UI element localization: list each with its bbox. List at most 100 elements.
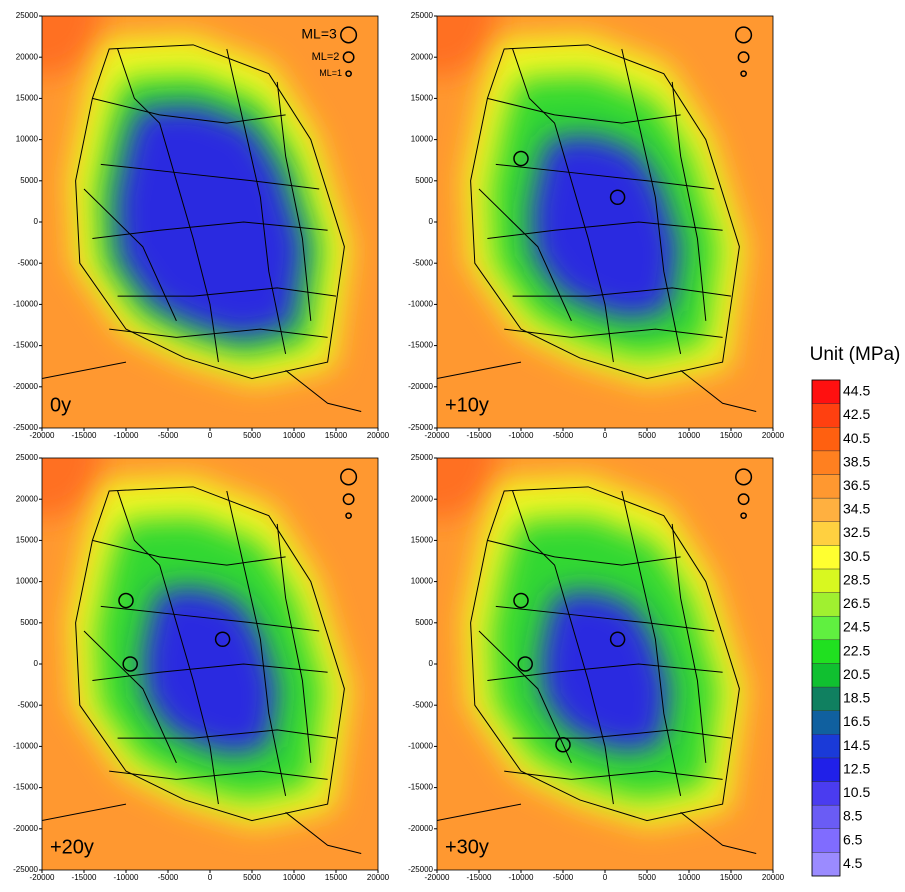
y-tick-label: -5000: [18, 700, 39, 709]
y-tick-label: 5000: [415, 176, 433, 185]
field-blue: [531, 135, 679, 320]
x-tick-label: -20000: [425, 873, 450, 882]
fault: [512, 729, 732, 739]
y-tick-label: -5000: [413, 700, 434, 709]
field: [42, 16, 378, 428]
y-tick-label: 5000: [20, 176, 38, 185]
x-tick-label: 5000: [243, 873, 261, 882]
x-tick-label: 0: [208, 873, 213, 882]
colorbar-tick-label: 24.5: [843, 619, 870, 635]
colorbar-band: [811, 781, 841, 806]
y-tick-label: 0: [429, 217, 434, 226]
colorbar-tick-label: 30.5: [843, 548, 870, 564]
fault: [487, 663, 723, 681]
fault: [42, 361, 127, 380]
block-outline: [470, 44, 740, 380]
y-tick-label: -25000: [408, 865, 433, 874]
fault: [117, 729, 337, 739]
colorbar-band: [811, 828, 841, 853]
colorbar-band: [811, 568, 841, 593]
y-tick-label: -25000: [13, 865, 38, 874]
fault: [437, 361, 522, 380]
y-tick-label: -20000: [13, 824, 38, 833]
fault: [226, 48, 287, 354]
colorbar-band: [811, 474, 841, 499]
y-tick-label: -20000: [408, 382, 433, 391]
colorbar-tick-label: 36.5: [843, 477, 870, 493]
fault: [285, 369, 362, 413]
colorbar-band: [811, 639, 841, 664]
colorbar-frame: [811, 379, 841, 877]
x-tick-label: 10000: [283, 431, 306, 440]
field-corner: [42, 16, 102, 76]
block-outline: [470, 486, 740, 822]
colorbar-tick-label: 12.5: [843, 760, 870, 776]
colorbar-title: Unit (MPa): [810, 344, 901, 365]
colorbar-band: [811, 615, 841, 641]
x-tick-label: 20000: [367, 431, 390, 440]
fault: [621, 48, 682, 354]
y-tick-label: 25000: [411, 453, 434, 462]
x-tick-label: 5000: [638, 431, 656, 440]
y-tick-label: -15000: [408, 341, 433, 350]
panel: -20000 -15000 -10000 -5000 0 5000 10000 15000 20…: [408, 453, 785, 882]
y-tick-label: 10000: [411, 135, 434, 144]
legend-circle: [735, 26, 753, 44]
x-tick-label: -15000: [467, 431, 492, 440]
fault: [512, 287, 732, 297]
x-tick-label: 15000: [720, 431, 743, 440]
x-tick-label: -10000: [114, 431, 139, 440]
fault: [671, 81, 707, 321]
block-outline: [75, 44, 345, 380]
x-tick-label: -15000: [72, 873, 97, 882]
x-tick-label: -20000: [30, 873, 55, 882]
colorbar-band: [811, 710, 841, 735]
field: [437, 16, 773, 428]
y-tick-label: -5000: [413, 258, 434, 267]
x-tick-label: 20000: [762, 873, 785, 882]
colorbar-tick-label: 16.5: [843, 713, 870, 729]
colorbar-tick-label: 22.5: [843, 642, 870, 658]
y-tick-label: 25000: [16, 11, 39, 20]
fault: [621, 490, 682, 796]
event: [517, 656, 533, 672]
x-tick-label: 0: [603, 873, 608, 882]
x-tick-label: 20000: [762, 431, 785, 440]
y-tick-label: -20000: [408, 824, 433, 833]
colorbar-band: [811, 450, 841, 475]
colorbar-tick-label: 4.5: [843, 855, 863, 871]
colorbar-band: [811, 734, 841, 759]
event: [122, 656, 138, 672]
x-tick-label: 5000: [638, 873, 656, 882]
field-corner: [42, 458, 102, 518]
field-corner: [437, 458, 497, 518]
x-tick-label: -20000: [425, 431, 450, 440]
fault: [437, 803, 522, 822]
block-outline: [75, 486, 345, 822]
y-tick-label: -15000: [13, 341, 38, 350]
fault: [109, 770, 328, 780]
y-tick-label: -10000: [13, 300, 38, 309]
fault: [92, 663, 328, 681]
y-tick-label: 10000: [16, 135, 39, 144]
x-tick-label: 15000: [325, 873, 348, 882]
colorbar-band: [811, 852, 841, 877]
x-tick-label: -5000: [553, 873, 574, 882]
fault: [42, 803, 127, 822]
fault: [487, 539, 681, 566]
colorbar-tick-label: 32.5: [843, 524, 870, 540]
colorbar-tick-label: 28.5: [843, 571, 870, 587]
y-tick-label: -10000: [408, 742, 433, 751]
fault: [100, 605, 320, 632]
y-tick-label: 15000: [411, 94, 434, 103]
colorbar-band: [811, 757, 841, 782]
colorbar-tick-label: 8.5: [843, 808, 863, 824]
fault: [117, 48, 219, 363]
y-tick-label: 5000: [20, 618, 38, 627]
x-tick-label: 20000: [367, 873, 390, 882]
x-tick-label: -20000: [30, 431, 55, 440]
panel-label: +10y: [445, 394, 489, 416]
fault: [276, 81, 312, 321]
legend-circle: [342, 493, 355, 506]
